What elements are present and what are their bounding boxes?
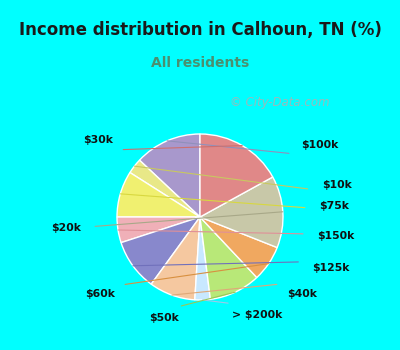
Wedge shape	[151, 217, 200, 300]
Text: $150k: $150k	[317, 231, 354, 241]
Text: $10k: $10k	[322, 180, 352, 190]
Wedge shape	[200, 217, 257, 299]
Wedge shape	[121, 217, 200, 284]
Wedge shape	[140, 134, 200, 217]
Text: $20k: $20k	[51, 223, 81, 233]
Text: $75k: $75k	[319, 201, 349, 211]
Wedge shape	[195, 217, 210, 300]
Wedge shape	[117, 173, 200, 217]
Text: $60k: $60k	[85, 289, 115, 299]
Text: $100k: $100k	[301, 140, 338, 150]
Text: $40k: $40k	[287, 289, 317, 299]
Text: © City-Data.com: © City-Data.com	[230, 96, 330, 109]
Text: $50k: $50k	[149, 313, 179, 323]
Text: $125k: $125k	[312, 263, 349, 273]
Wedge shape	[200, 177, 283, 247]
Wedge shape	[117, 217, 200, 243]
Wedge shape	[200, 217, 277, 278]
Text: All residents: All residents	[151, 56, 249, 70]
Text: > $200k: > $200k	[232, 310, 282, 320]
Text: $30k: $30k	[83, 135, 113, 145]
Wedge shape	[130, 160, 200, 217]
Text: Income distribution in Calhoun, TN (%): Income distribution in Calhoun, TN (%)	[18, 21, 382, 39]
Wedge shape	[200, 134, 273, 217]
